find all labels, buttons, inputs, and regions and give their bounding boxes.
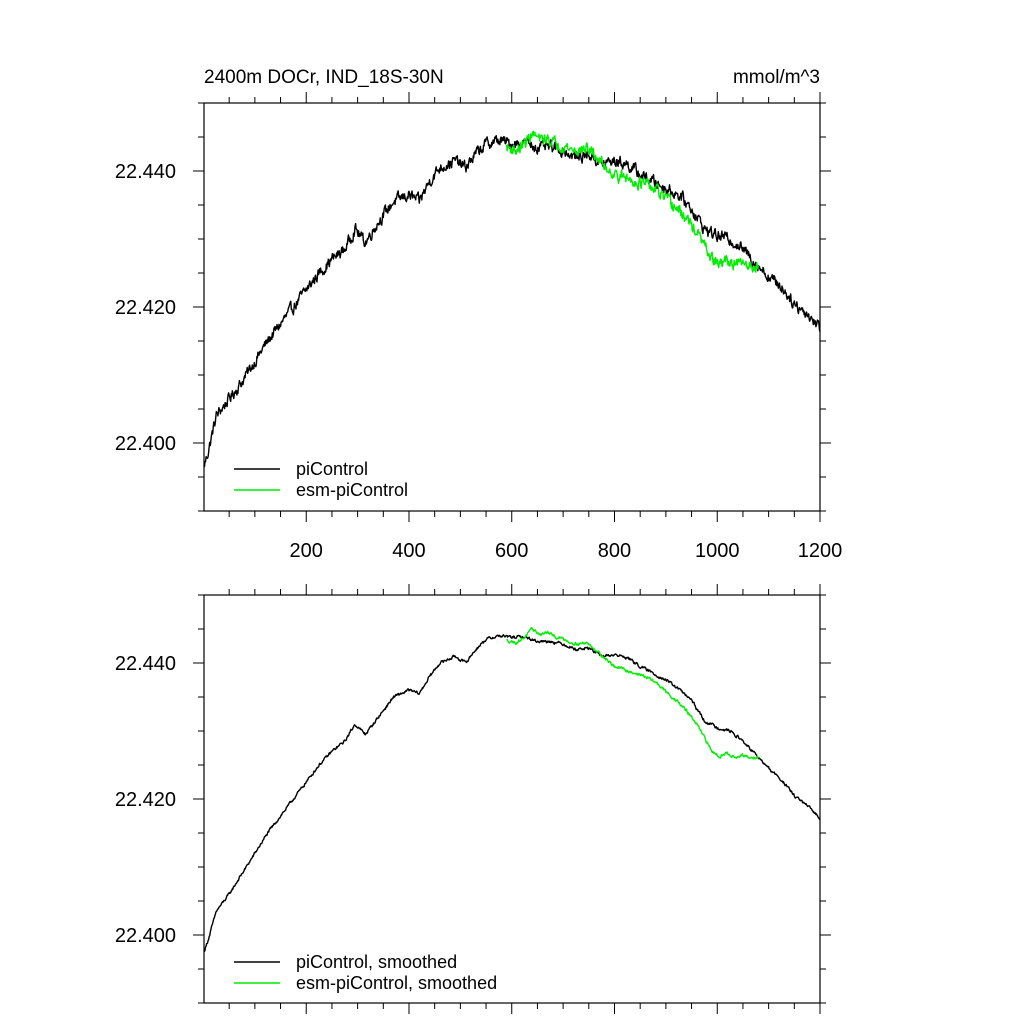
series-line-esm-picontrol-smoothed	[506, 626, 759, 760]
legend-label-esm-picontrol: esm-piControl	[296, 480, 408, 500]
x-tick-label: 400	[392, 540, 425, 562]
x-tick-label: 800	[598, 540, 631, 562]
top-panel: 2400m DOCr, IND_18S-30N mmol/m^3 200 400 6…	[115, 67, 842, 562]
x-tick-label: 600	[495, 540, 528, 562]
axis-ticks	[193, 92, 831, 522]
x-tick-label: 1000	[695, 540, 740, 562]
series-line-picontrol-smoothed	[203, 634, 821, 953]
x-tick-labels: 200 400 600 800 1000 1200	[290, 540, 843, 562]
y-tick-label: 22.440	[115, 161, 176, 183]
y-tick-label: 22.400	[115, 433, 176, 455]
legend-label-esm-picontrol-smoothed: esm-piControl, smoothed	[296, 973, 497, 993]
y-tick-labels: 22.400 22.420 22.440	[115, 653, 176, 947]
y-tick-labels: 22.400 22.420 22.440	[115, 161, 176, 455]
axis-ticks	[193, 584, 831, 1014]
legend: piControl esm-piControl	[234, 459, 408, 500]
series-lines	[203, 626, 821, 953]
units-label: mmol/m^3	[733, 67, 820, 88]
legend: piControl, smoothed esm-piControl, smoot…	[234, 952, 497, 993]
x-tick-label: 1200	[798, 540, 843, 562]
legend-label-picontrol: piControl	[296, 459, 368, 479]
y-tick-label: 22.420	[115, 789, 176, 811]
series-line-esm-picontrol	[505, 130, 759, 273]
plot-frame	[203, 594, 821, 1004]
series-lines	[203, 130, 821, 468]
y-tick-label: 22.440	[115, 653, 176, 675]
bottom-panel: 22.400 22.420 22.440 piControl, smoothed e…	[115, 584, 831, 1014]
chart-title: 2400m DOCr, IND_18S-30N	[204, 67, 444, 88]
x-tick-label: 200	[290, 540, 323, 562]
y-tick-label: 22.420	[115, 297, 176, 319]
y-tick-label: 22.400	[115, 925, 176, 947]
legend-label-picontrol-smoothed: piControl, smoothed	[296, 952, 457, 972]
series-line-picontrol	[203, 135, 821, 468]
